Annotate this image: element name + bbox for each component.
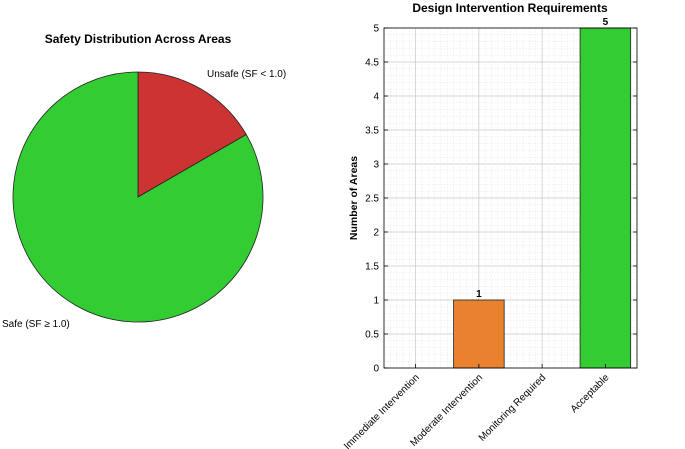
pie-slices xyxy=(12,71,264,323)
y-tick-label: 0 xyxy=(373,364,379,375)
bar-chart-y-ticks: 0 0.5 1 1.5 2 2.5 3 3.5 4 4.5 5 xyxy=(365,24,637,375)
pie-chart-title: Safety Distribution Across Areas xyxy=(45,32,232,46)
pie-slice-label-unsafe: Unsafe (SF < 1.0) xyxy=(207,69,286,80)
y-tick-label: 3.5 xyxy=(365,126,379,137)
pie-slice-1 xyxy=(12,71,264,323)
pie-slice-0 xyxy=(137,71,247,198)
y-axis-label: Number of Areas xyxy=(348,156,360,240)
bar-chart: Design Intervention Requirements 0 0.5 1 1.… xyxy=(342,1,638,449)
bar-moderate-intervention xyxy=(453,299,505,369)
pie-chart: Safety Distribution Across Areas Unsafe … xyxy=(2,32,286,330)
y-tick-label: 5 xyxy=(373,24,379,35)
y-tick-label: 2 xyxy=(373,228,379,239)
y-tick-label: 1.5 xyxy=(365,262,379,273)
x-tick-label: Moderate Intervention xyxy=(408,372,485,449)
bar-data-label: 1 xyxy=(476,289,482,300)
pie-slice-label-safe: Safe (SF ≥ 1.0) xyxy=(2,319,70,330)
bar-data-label: 5 xyxy=(603,17,609,28)
bar-chart-data-labels: 15 xyxy=(476,17,609,300)
bar-chart-bars xyxy=(453,27,632,369)
x-tick-label: Immediate Intervention xyxy=(342,372,422,449)
y-tick-label: 1 xyxy=(373,296,379,307)
y-tick-label: 0.5 xyxy=(365,330,379,341)
y-tick-label: 4 xyxy=(373,92,379,103)
x-tick-label: Monitoring Required xyxy=(477,372,548,443)
y-tick-label: 3 xyxy=(373,160,379,171)
y-tick-label: 4.5 xyxy=(365,58,379,69)
bar-chart-title: Design Intervention Requirements xyxy=(412,1,608,15)
x-tick-label: Acceptable xyxy=(569,372,612,415)
y-tick-label: 2.5 xyxy=(365,194,379,205)
bar-acceptable xyxy=(579,27,632,369)
